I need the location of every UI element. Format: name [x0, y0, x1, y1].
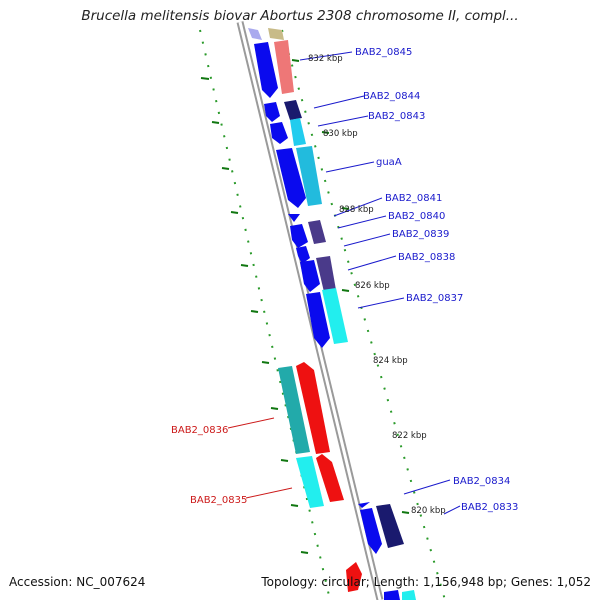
feature-guaA-blue [276, 148, 306, 208]
feature-0840-blue [290, 224, 308, 248]
feature-0834-blue-main [360, 508, 382, 554]
outer-dotted-guide [199, 29, 331, 600]
green-ticks [200, 59, 410, 554]
accession-label: Accession: NC_007624 [9, 575, 146, 589]
feature-0845-salmon [274, 40, 294, 94]
gene-label: BAB2_0838 [398, 252, 455, 263]
gene-label: BAB2_0841 [385, 193, 442, 204]
feature-0836-red [296, 362, 330, 454]
feature-top-lilac [248, 28, 262, 40]
feature-0835-red [316, 454, 344, 502]
feature-0844-blue [264, 102, 280, 122]
feature-0841-blue [288, 214, 300, 222]
gene-features [248, 28, 416, 600]
kbp-label: 820 kbp [411, 506, 446, 516]
kbp-label: 822 kbp [392, 431, 427, 441]
feature-0843-blue [270, 122, 288, 144]
gene-label: BAB2_0833 [461, 502, 518, 513]
gene-label: BAB2_0834 [453, 476, 510, 487]
kbp-label: 826 kbp [355, 281, 390, 291]
gene-label: BAB2_0835 [190, 495, 247, 506]
gene-label: BAB2_0840 [388, 211, 445, 222]
kbp-label: 832 kbp [308, 54, 343, 64]
feature-top-tan [268, 28, 284, 40]
feature-0838-slate [316, 256, 336, 292]
feature-bottom-cyan [402, 590, 416, 600]
label-leaders [227, 51, 461, 515]
feature-0840-slate [308, 220, 326, 244]
gene-labels: BAB2_0845 BAB2_0844 BAB2_0843 guaA BAB2_… [171, 47, 518, 513]
map-title: Brucella melitensis biovar Abortus 2308 … [81, 8, 519, 24]
feature-bottom-blue [384, 590, 400, 600]
feature-0838-blue [300, 260, 320, 292]
summary-label: Topology: circular; Length: 1,156,948 bp… [261, 575, 591, 589]
feature-0844-navy [284, 100, 302, 120]
feature-0835-cyan [296, 456, 324, 508]
feature-0839-blue [296, 246, 310, 264]
gene-label: BAB2_0844 [363, 91, 420, 102]
kbp-label: 830 kbp [323, 129, 358, 139]
kbp-labels: 832 kbp 830 kbp 828 kbp 826 kbp 824 kbp … [308, 54, 446, 516]
feature-0833-navy [376, 504, 404, 548]
gene-label: guaA [376, 157, 402, 168]
kbp-label: 824 kbp [373, 356, 408, 366]
gene-label: BAB2_0836 [171, 425, 228, 436]
feature-0845-blue [254, 42, 278, 98]
feature-0834-blue [358, 502, 370, 508]
gene-label: BAB2_0843 [368, 111, 425, 122]
feature-bottom-red [346, 562, 362, 592]
feature-0843-cyan [290, 118, 306, 146]
feature-0837-cyan [322, 288, 348, 344]
feature-0836-teal [278, 366, 310, 454]
gene-label: BAB2_0845 [355, 47, 412, 58]
kbp-label: 828 kbp [339, 205, 374, 215]
gene-label: BAB2_0837 [406, 293, 463, 304]
feature-guaA-cyan [296, 146, 322, 206]
feature-0837-blue [306, 292, 330, 348]
gene-label: BAB2_0839 [392, 229, 449, 240]
